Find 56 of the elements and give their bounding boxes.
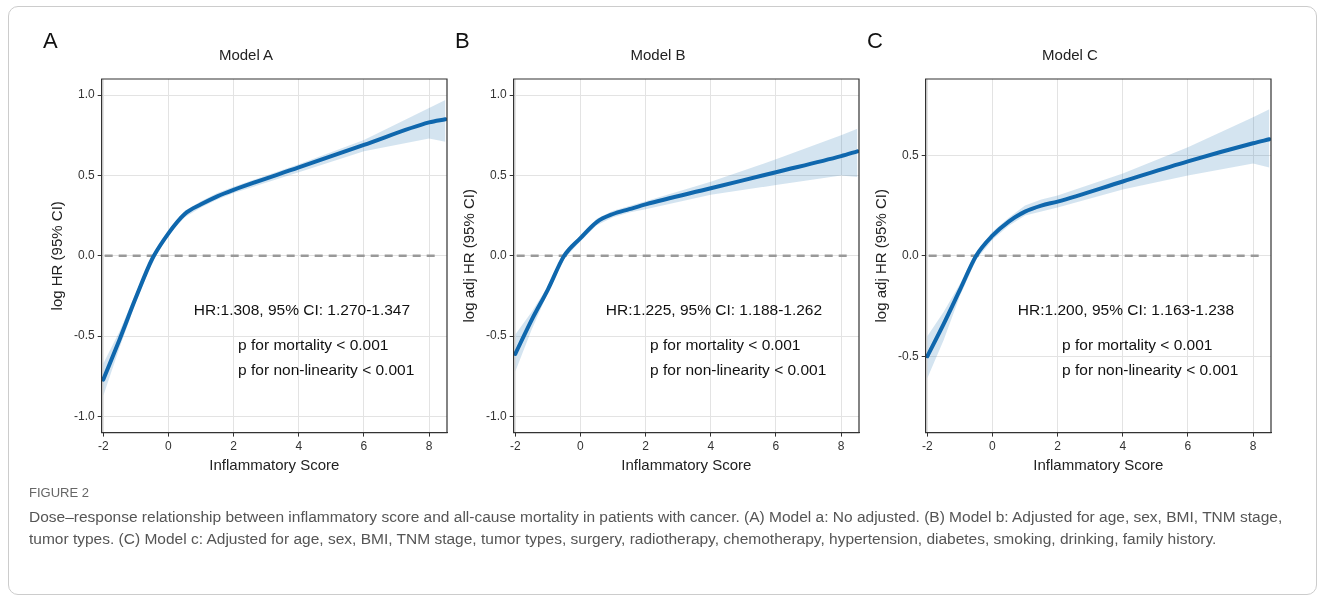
text: C <box>867 28 883 54</box>
text: B <box>455 28 470 54</box>
line-series <box>513 149 859 356</box>
y-tick-label: 0.0 <box>77 248 95 263</box>
annotation: p for mortality < 0.001 <box>650 336 801 354</box>
x-axis-title: Inflammatory Score <box>209 456 340 474</box>
x-tick-label: 0 <box>165 439 173 454</box>
annotation: HR:1.200, 95% CI: 1.163-1.238 <box>1017 300 1235 318</box>
y-tick-label: -0.5 <box>73 328 95 343</box>
y-tick-label: 0.5 <box>901 147 919 162</box>
y-axis-title: log adj HR (95% CI) <box>460 189 478 323</box>
x-tick-label: 8 <box>837 439 845 454</box>
x-tick-label: -2 <box>509 439 521 454</box>
x-tick-label: 2 <box>230 439 238 454</box>
x-tick-label: 4 <box>295 439 303 454</box>
x-tick-label: 6 <box>772 439 780 454</box>
y-tick-label: 0.5 <box>489 167 507 182</box>
x-tick-label: 8 <box>425 439 433 454</box>
chart-title: Model C <box>1042 46 1099 64</box>
y-axis-title: log adj HR (95% CI) <box>872 189 890 323</box>
x-tick-label: 6 <box>1184 439 1192 454</box>
text: Dose–response relationship between inflammatory score and all-cause mortality in patients with cancer. (A) Model a: No adjusted. (B) Model b: Adjusted for age, sex, BMI, TNM stage, tumor types. (C) Model c: Adjusted for age, sex, BMI, TNM stage, tumor types, surgery, radiotherapy, chemotherapy, hypertension, diabetes, smoking, drinking, family history. <box>29 507 1284 549</box>
x-axis-title: Inflammatory Score <box>621 456 752 474</box>
x-tick-label: 4 <box>1119 439 1127 454</box>
annotation: HR:1.308, 95% CI: 1.270-1.347 <box>193 300 411 318</box>
chart-title: Model A <box>218 46 274 64</box>
y-axis-title: log HR (95% CI) <box>48 201 66 311</box>
y-tick-label: -0.5 <box>485 328 507 343</box>
x-tick-label: 8 <box>1249 439 1257 454</box>
y-tick-label: -0.5 <box>897 348 919 363</box>
y-tick-label: -1.0 <box>73 408 95 423</box>
x-axis-title: Inflammatory Score <box>1033 456 1164 474</box>
y-tick-label: 1.0 <box>489 87 507 102</box>
y-tick-label: 0.0 <box>901 248 919 263</box>
annotation: p for mortality < 0.001 <box>238 336 389 354</box>
x-tick-label: -2 <box>97 439 109 454</box>
x-tick-label: 0 <box>577 439 585 454</box>
annotation: p for non-linearity < 0.001 <box>1062 361 1239 378</box>
annotation: HR:1.225, 95% CI: 1.188-1.262 <box>605 300 823 318</box>
text: A <box>43 28 58 54</box>
y-tick-label: 0.5 <box>77 167 95 182</box>
chart-title: Model B <box>630 46 686 64</box>
annotation: p for mortality < 0.001 <box>1062 336 1213 354</box>
x-tick-label: 4 <box>707 439 715 454</box>
x-tick-label: 2 <box>1054 439 1062 454</box>
y-tick-label: 0.0 <box>489 248 507 263</box>
x-tick-label: 0 <box>989 439 997 454</box>
line-series <box>925 137 1271 359</box>
annotation: p for non-linearity < 0.001 <box>650 361 827 378</box>
caption: FIGURE 2 <box>29 485 90 500</box>
annotation: p for non-linearity < 0.001 <box>238 361 415 378</box>
y-tick-label: 1.0 <box>77 87 95 102</box>
y-tick-label: -1.0 <box>485 408 507 423</box>
x-tick-label: -2 <box>921 439 933 454</box>
x-tick-label: 2 <box>642 439 650 454</box>
x-tick-label: 6 <box>360 439 368 454</box>
